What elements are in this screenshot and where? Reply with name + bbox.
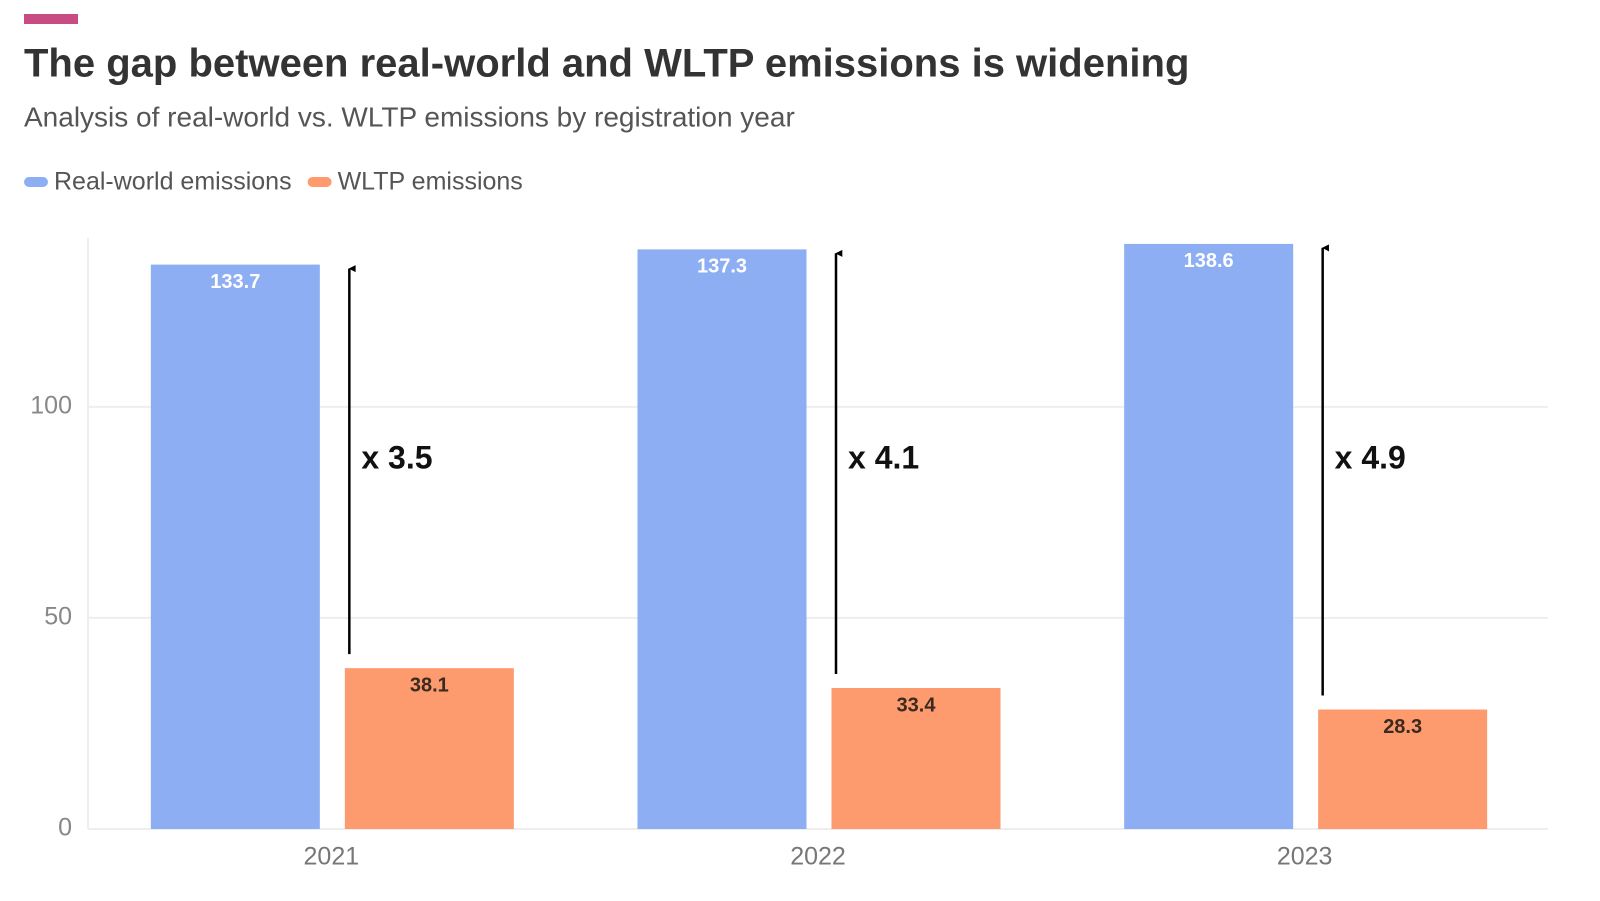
accent-bar [24, 14, 78, 24]
legend-label: Real-world emissions [54, 168, 292, 196]
value-label: 137.3 [697, 256, 747, 278]
legend-swatch [307, 177, 332, 187]
x-tick-label: 2023 [1277, 843, 1333, 871]
chart-title: The gap between real-world and WLTP emis… [24, 42, 1189, 86]
bar [1318, 709, 1488, 829]
y-tick-label: 0 [58, 814, 72, 842]
chart-subtitle: Analysis of real-world vs. WLTP emission… [24, 101, 795, 132]
value-label: 133.7 [210, 271, 260, 293]
legend-label: WLTP emissions [338, 168, 523, 196]
legend-swatch [24, 177, 48, 187]
x-tick-label: 2021 [304, 843, 360, 871]
legend: Real-world emissions WLTP emissions [24, 168, 523, 196]
ratio-annotation: x 4.1 [848, 439, 919, 475]
ratio-annotation: x 4.9 [1335, 439, 1406, 475]
ratio-annotation: x 3.5 [361, 439, 432, 475]
value-label: 28.3 [1383, 716, 1422, 738]
bar [1124, 243, 1294, 829]
bar [150, 264, 320, 830]
value-label: 38.1 [410, 674, 449, 696]
bar [637, 249, 807, 830]
bar [831, 688, 1001, 829]
y-tick-label: 50 [44, 603, 72, 631]
bar [344, 668, 514, 829]
y-tick-label: 100 [30, 391, 72, 419]
value-label: 138.6 [1184, 250, 1234, 272]
value-label: 33.4 [897, 694, 937, 716]
x-tick-label: 2022 [790, 843, 846, 871]
